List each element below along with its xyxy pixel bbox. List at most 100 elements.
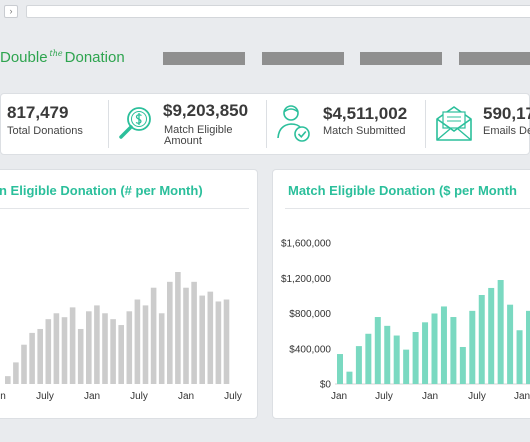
x-tick-label: n xyxy=(0,391,6,402)
bar xyxy=(393,335,400,384)
stat-value: 817,479 xyxy=(7,103,69,122)
nav-placeholder-2[interactable] xyxy=(262,52,344,65)
bar xyxy=(488,287,495,384)
bar xyxy=(61,317,68,384)
chart-title: Match Eligible Donation ($ per Month xyxy=(288,183,517,198)
search-dollar-icon xyxy=(119,107,151,139)
bar xyxy=(53,313,60,384)
x-tick-label: Jan xyxy=(84,391,100,402)
x-tick-label: July xyxy=(375,391,393,402)
bar xyxy=(412,332,419,384)
stat-label: Match Submitted xyxy=(323,125,406,137)
bar xyxy=(126,311,133,384)
bar xyxy=(175,272,181,384)
logo-word-double: Double xyxy=(0,49,48,66)
count-chart-canvas: n July Jan July Jan July xyxy=(0,272,242,402)
bar xyxy=(86,311,92,384)
bar xyxy=(134,299,141,384)
stat-divider xyxy=(108,100,109,148)
stat-divider xyxy=(266,100,267,148)
site-header: Double the Donation xyxy=(0,40,530,76)
bar xyxy=(337,354,343,384)
stat-match-submitted: $4,511,002 Match Submitted xyxy=(271,94,421,154)
x-tick-label: Jan xyxy=(178,391,194,402)
stat-label-line-1: Match Eligible xyxy=(164,124,233,136)
bar xyxy=(497,280,504,384)
x-tick-label: July xyxy=(468,391,486,402)
brand-logo[interactable]: Double the Donation xyxy=(0,49,125,66)
bar xyxy=(150,287,157,384)
bar xyxy=(526,310,530,384)
x-tick-label: July xyxy=(224,391,242,402)
bar xyxy=(158,313,165,384)
bar xyxy=(29,332,35,384)
bar xyxy=(422,322,429,384)
bar xyxy=(37,328,43,384)
amount-chart-canvas: $1,600,000$1,200,000$800,000$400,000$0Ja… xyxy=(281,239,530,402)
bar xyxy=(94,305,100,384)
bar xyxy=(5,376,11,384)
nav-placeholder-3[interactable] xyxy=(360,52,442,65)
bar xyxy=(355,346,362,384)
bar xyxy=(450,317,457,384)
nav-placeholder-4[interactable] xyxy=(459,52,530,65)
bar xyxy=(469,310,476,384)
stat-emails-delivered: 590,17 Emails De xyxy=(429,94,530,154)
stat-label-line-2: Amount xyxy=(164,135,202,147)
bar xyxy=(478,294,485,384)
bar xyxy=(21,344,27,384)
y-tick-label: $0 xyxy=(320,380,332,391)
bar xyxy=(191,281,197,384)
bar xyxy=(142,305,149,384)
stat-value: 590,17 xyxy=(483,104,530,123)
bar xyxy=(431,313,438,384)
bar xyxy=(118,325,124,384)
browser-toolbar: › xyxy=(0,0,530,22)
stat-total-donations: 817,479 Total Donations xyxy=(1,94,111,154)
chart-card-amount-per-month: Match Eligible Donation ($ per Month $1,… xyxy=(272,169,530,419)
title-divider xyxy=(285,208,530,209)
nav-placeholder-1[interactable] xyxy=(163,52,245,65)
bar xyxy=(507,304,514,384)
logo-word-the: the xyxy=(49,49,63,58)
bar xyxy=(45,319,52,384)
stat-label: Emails De xyxy=(483,125,530,137)
bar xyxy=(69,307,76,384)
address-bar[interactable] xyxy=(26,5,530,18)
bar xyxy=(459,346,466,384)
envelope-icon xyxy=(436,106,472,141)
bar xyxy=(199,295,205,384)
user-check-icon xyxy=(277,105,310,142)
stat-label: Total Donations xyxy=(7,125,83,137)
bar xyxy=(167,281,173,384)
title-divider xyxy=(0,208,249,209)
y-tick-label: $1,600,000 xyxy=(281,239,331,250)
stat-divider xyxy=(425,100,426,148)
x-tick-label: Jan xyxy=(331,391,347,402)
bar xyxy=(516,330,523,384)
stat-value: $9,203,850 xyxy=(163,101,249,120)
chart-card-count-per-month: n Eligible Donation (# per Month) n July J… xyxy=(0,169,258,419)
y-tick-label: $1,200,000 xyxy=(281,274,331,285)
x-tick-label: July xyxy=(130,391,148,402)
bar xyxy=(384,325,391,384)
bar xyxy=(403,349,410,384)
bar xyxy=(110,319,116,384)
y-tick-label: $800,000 xyxy=(289,309,331,320)
x-tick-label: Jan xyxy=(422,391,438,402)
x-tick-label: Jan xyxy=(514,391,530,402)
bar xyxy=(13,362,19,384)
bar xyxy=(102,313,108,384)
bar xyxy=(365,333,372,384)
x-tick-label: July xyxy=(36,391,54,402)
bar xyxy=(77,328,84,384)
bar xyxy=(440,306,447,384)
bar xyxy=(223,299,230,384)
browser-forward-button[interactable]: › xyxy=(4,5,18,18)
stat-value: $4,511,002 xyxy=(323,104,408,123)
bar xyxy=(207,291,214,384)
bar xyxy=(346,371,353,384)
stat-match-eligible-amount: $9,203,850 Match Eligible Amount xyxy=(111,94,271,154)
bar xyxy=(215,301,222,384)
stats-strip: 817,479 Total Donations $9,203,850 Match… xyxy=(0,93,530,155)
